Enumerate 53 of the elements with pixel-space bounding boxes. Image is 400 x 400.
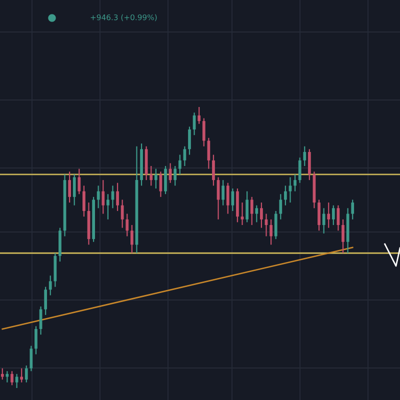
candlestick — [188, 126, 191, 156]
candlestick — [78, 168, 81, 195]
candlestick — [34, 326, 38, 355]
candlestick — [174, 165, 177, 186]
candlestick — [274, 210, 278, 240]
candlestick — [332, 204, 335, 226]
candlestick — [202, 118, 206, 147]
candlestick — [48, 275, 52, 296]
candlestick — [102, 180, 105, 214]
candlestick — [10, 370, 14, 386]
candlestick — [298, 157, 302, 184]
candlestick — [0, 368, 4, 380]
candlestick — [96, 185, 100, 209]
candlestick — [303, 146, 306, 167]
candlestick — [120, 199, 124, 228]
candlestick — [288, 176, 292, 204]
candlestick — [342, 218, 344, 254]
candlestick — [279, 194, 282, 220]
candlestick — [212, 154, 215, 186]
candlestick — [178, 154, 182, 175]
candlestick — [327, 202, 330, 228]
candlestick — [126, 213, 129, 237]
candlestick — [24, 364, 28, 383]
candlestick — [164, 165, 167, 195]
candlestick — [130, 224, 134, 254]
candlestick — [72, 174, 76, 206]
candlestick — [351, 199, 354, 220]
candlestick — [20, 368, 24, 383]
candlestick — [82, 185, 86, 218]
candlestick — [30, 345, 33, 372]
candlestick — [44, 286, 48, 316]
candlestick — [6, 370, 9, 383]
candlestick — [154, 168, 158, 190]
candlestick — [226, 182, 230, 214]
candlestick — [116, 182, 119, 212]
candlestick — [284, 185, 287, 206]
candlestick — [246, 190, 248, 223]
candlestick — [294, 174, 296, 192]
candlestick — [250, 196, 254, 226]
candlestick — [322, 208, 326, 234]
candlestick — [270, 218, 272, 246]
candlestick — [222, 180, 225, 206]
candlestick — [318, 199, 320, 232]
candlestick — [207, 137, 210, 170]
candlestick — [198, 106, 201, 124]
candlestick — [231, 188, 234, 212]
candlestick — [240, 202, 244, 226]
candlestick — [68, 171, 71, 204]
candlestick — [260, 202, 263, 228]
candlestick — [308, 148, 311, 181]
candlestick — [255, 204, 258, 223]
candlestick — [150, 165, 153, 186]
candlestick — [106, 194, 110, 220]
